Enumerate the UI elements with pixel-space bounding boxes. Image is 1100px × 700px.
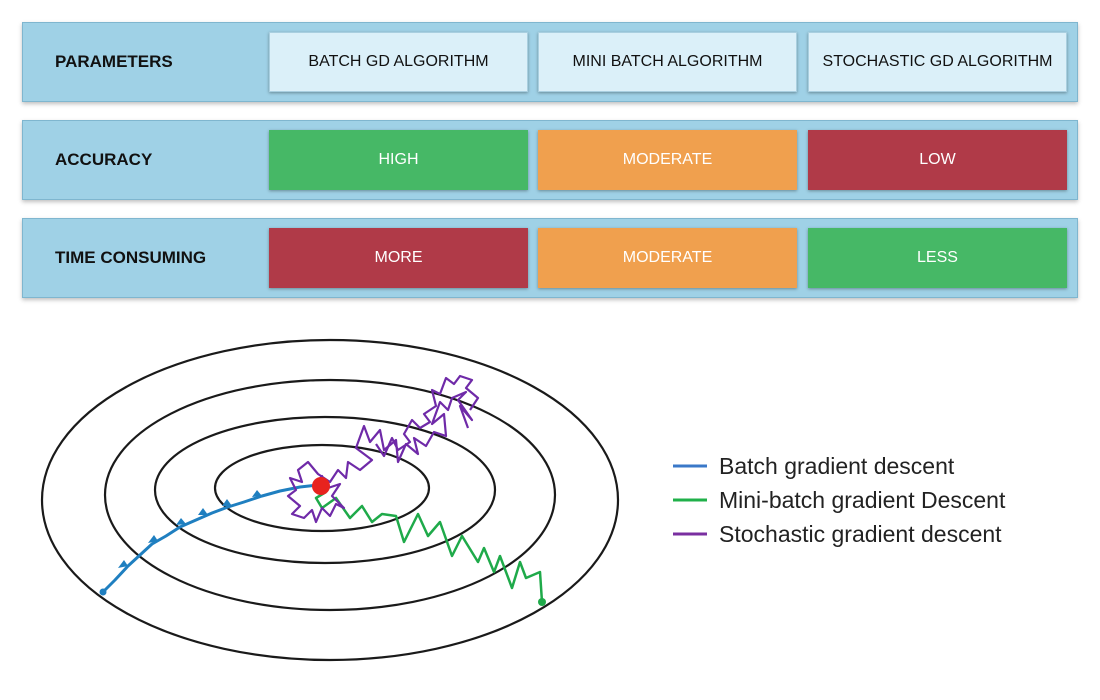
batch-start-point: [99, 588, 107, 596]
cell-time-batch: MORE: [269, 228, 528, 288]
batch-arrow-2: [148, 535, 158, 543]
stochastic-path-line: [286, 390, 474, 524]
cell-mini-batch-header: MINI BATCH ALGORITHM: [538, 32, 797, 92]
cell-time-stochastic: LESS: [808, 228, 1067, 288]
batch-arrow-3: [176, 518, 186, 525]
contour-inner: [213, 443, 431, 533]
cell-accuracy-mini-batch: MODERATE: [538, 130, 797, 190]
row-time-consuming: TIME CONSUMING MORE MODERATE LESS: [22, 218, 1078, 298]
contour-third: [103, 378, 557, 612]
contour-outer: [40, 338, 620, 662]
row-accuracy: ACCURACY HIGH MODERATE LOW: [22, 120, 1078, 200]
stochastic-gradient-path: [286, 374, 480, 524]
global-minimum-point: [312, 477, 330, 495]
cell-stochastic-gd-header: STOCHASTIC GD ALGORITHM: [808, 32, 1067, 92]
cell-batch-gd-header: BATCH GD ALGORITHM: [269, 32, 528, 92]
minibatch-gradient-path: [314, 490, 546, 606]
cell-accuracy-stochastic: LOW: [808, 130, 1067, 190]
minibatch-start-point: [538, 598, 546, 606]
batch-gradient-path: [99, 483, 319, 596]
cell-accuracy-batch: HIGH: [269, 130, 528, 190]
row-label-time-consuming: TIME CONSUMING: [55, 248, 207, 267]
row-parameters: PARAMETERS BATCH GD ALGORITHM MINI BATCH…: [22, 22, 1078, 102]
minibatch-path-line: [314, 490, 544, 603]
row-label-parameters: PARAMETERS: [55, 52, 173, 71]
row-label-accuracy: ACCURACY: [55, 150, 153, 169]
batch-arrow-1: [118, 560, 128, 568]
batch-arrow-4: [198, 508, 208, 515]
batch-path-line: [101, 483, 319, 594]
batch-arrow-5: [222, 499, 232, 506]
legend: Batch gradient descent Mini-batch gradie…: [673, 453, 1006, 547]
batch-path-arrows: [118, 490, 262, 568]
legend-minibatch-label: Mini-batch gradient Descent: [719, 487, 1006, 513]
legend-stochastic-label: Stochastic gradient descent: [719, 521, 1002, 547]
comparison-table: PARAMETERS BATCH GD ALGORITHM MINI BATCH…: [22, 22, 1078, 316]
stochastic-path-upper: [375, 374, 480, 458]
gradient-descent-diagram: Batch gradient descent Mini-batch gradie…: [40, 338, 1006, 662]
batch-arrow-6: [252, 490, 262, 497]
contour-lines: [40, 338, 620, 662]
cell-time-mini-batch: MODERATE: [538, 228, 797, 288]
contour-second: [153, 415, 497, 565]
legend-batch-label: Batch gradient descent: [719, 453, 955, 479]
